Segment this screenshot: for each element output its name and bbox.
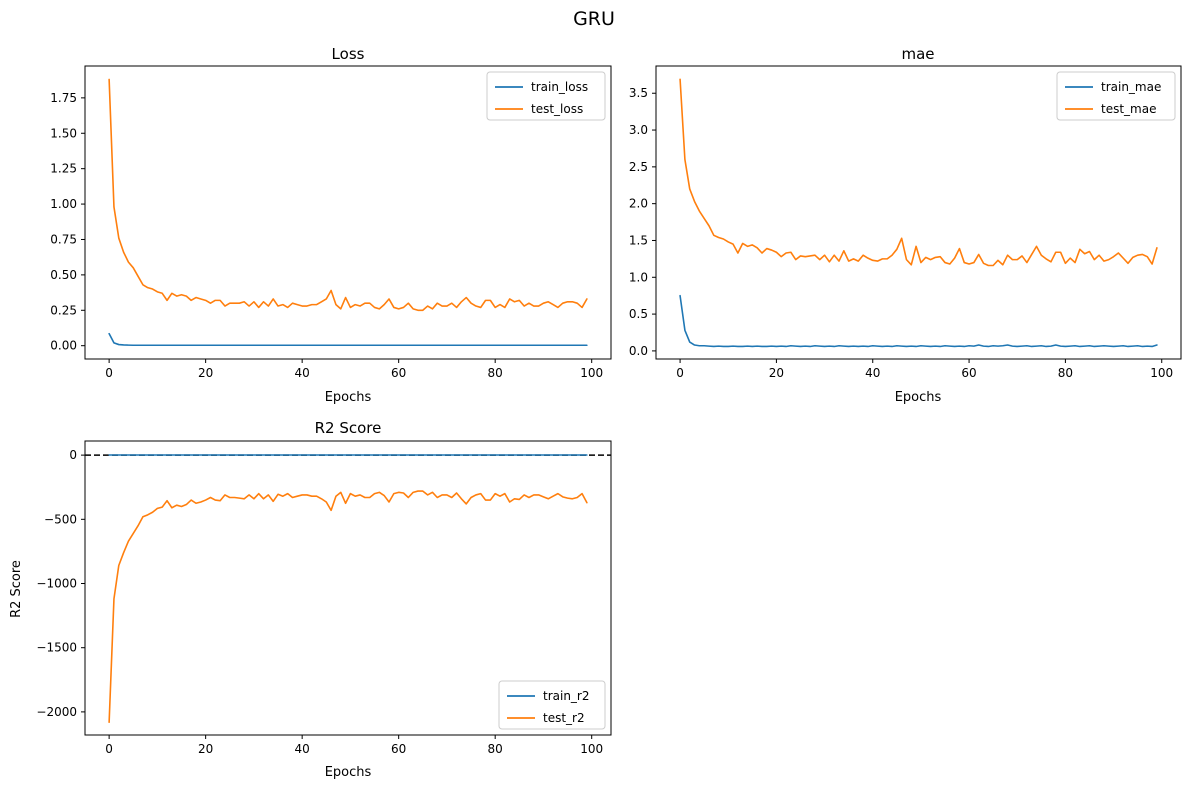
r2-x-tick-label: 0 [105,742,113,756]
mae-y-tick-label: 3.5 [629,86,648,100]
r2-x-tick-label: 20 [198,742,213,756]
loss-x-tick-label: 0 [105,366,113,380]
mae-legend: train_mae test_mae [1056,71,1176,121]
mae-axes-frame [655,65,1182,360]
mae-series-train_mae [679,294,1158,348]
r2-y-tick-label: −500 [44,512,77,526]
mae-y-tick-label: 2.0 [629,197,648,211]
loss-x-axis-label: Epochs [325,390,372,405]
loss-x-tick-label: 80 [488,366,503,380]
mae-y-tick-label: 1.5 [629,233,648,247]
loss-y-tick-label: 1.00 [50,197,77,211]
r2-axes-frame [84,440,612,736]
loss-legend-label: train_loss [531,80,588,94]
r2-x-tick-label: 40 [295,742,310,756]
r2-y-axis-label: R2 Score [9,560,24,618]
mae-x-tick-label: 0 [676,366,684,380]
loss-x-tick-label: 20 [198,366,213,380]
mae-y-tick-label: 0.0 [629,344,648,358]
r2-legend: train_r2 test_r2 [498,680,606,730]
r2-title: R2 Score [315,419,382,437]
r2-legend-label: train_r2 [543,689,590,703]
r2-series-test_r2 [108,490,588,723]
r2-y-tick-label: −1500 [36,641,77,655]
r2-x-axis-label: Epochs [325,765,372,780]
loss-legend-label: test_loss [531,102,583,116]
loss-title: Loss [332,45,365,63]
loss-x-tick-label: 60 [391,366,406,380]
mae-legend-label: test_mae [1101,102,1156,116]
r2-x-tick-label: 100 [580,742,603,756]
mae-plot-area: 0 20 40 60 80 100 0.0 0.5 1.0 1.5 2.0 2.5 3.0 3.5 trai… [629,65,1182,380]
loss-legend-box [486,71,606,121]
loss-x-tick-label: 100 [580,366,603,380]
mae-x-tick-label: 80 [1058,366,1073,380]
mae-legend-label: train_mae [1101,80,1161,94]
subplot-r2: R2 Score 0 20 40 60 80 100 0 −500 −1000 −1500 −200… [9,419,612,780]
mae-x-tick-label: 40 [865,366,880,380]
r2-y-tick-label: 0 [69,448,77,462]
subplot-loss: Loss 0 20 40 60 80 100 0.00 0.25 0.50 0.75 1.00 1.2… [50,45,612,405]
r2-x-tick-label: 80 [488,742,503,756]
loss-y-tick-label: 0.00 [50,339,77,353]
r2-x-tick-label: 60 [391,742,406,756]
subplot-mae: mae 0 20 40 60 80 100 0.0 0.5 1.0 1.5 2.0 2.5 3.0 3.5… [629,45,1182,405]
mae-legend-box [1056,71,1176,121]
r2-legend-label: test_r2 [543,711,585,725]
loss-x-tick-label: 40 [295,366,310,380]
loss-legend: train_loss test_loss [486,71,606,121]
mae-x-tick-label: 20 [769,366,784,380]
mae-y-tick-label: 2.5 [629,160,648,174]
loss-plot-area: 0 20 40 60 80 100 0.00 0.25 0.50 0.75 1.00 1.25 1.50… [50,65,612,380]
mae-series-test_mae [679,78,1158,267]
loss-y-tick-label: 0.25 [50,303,77,317]
r2-plot-area: 0 20 40 60 80 100 0 −500 −1000 −1500 −2000 train_r2… [36,440,612,756]
loss-y-tick-label: 1.75 [50,91,77,105]
mae-title: mae [901,45,934,63]
loss-y-tick-label: 1.50 [50,126,77,140]
loss-y-tick-label: 0.75 [50,232,77,246]
loss-y-tick-label: 1.25 [50,162,77,176]
loss-y-tick-label: 0.50 [50,268,77,282]
loss-series-test_loss [108,78,588,312]
loss-series-train_loss [108,332,588,347]
mae-x-axis-label: Epochs [895,390,942,405]
r2-legend-box [498,680,606,730]
r2-y-tick-label: −1000 [36,577,77,591]
mae-y-tick-label: 3.0 [629,123,648,137]
mae-y-tick-label: 0.5 [629,307,648,321]
figure-title: GRU [573,8,615,30]
mae-y-tick-label: 1.0 [629,270,648,284]
mae-x-tick-label: 100 [1150,366,1173,380]
r2-y-tick-label: −2000 [36,705,77,719]
mae-x-tick-label: 60 [961,366,976,380]
loss-axes-frame [84,65,612,360]
